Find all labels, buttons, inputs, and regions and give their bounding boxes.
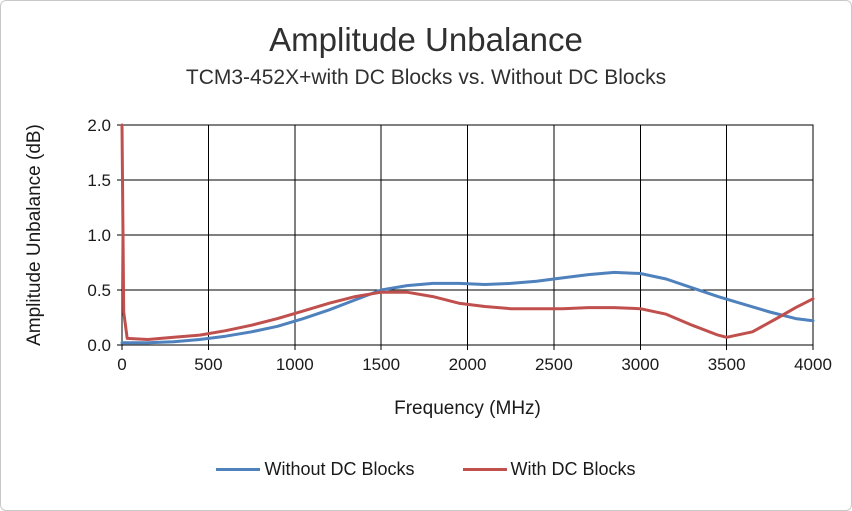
legend-item-without-dc-blocks: Without DC Blocks: [216, 459, 415, 480]
x-tick-label: 3500: [708, 355, 746, 374]
x-tick-label: 500: [194, 355, 222, 374]
y-tick-label: 1.5: [87, 171, 111, 190]
legend-item-with-dc-blocks: With DC Blocks: [462, 459, 636, 480]
y-tick-label: 0.5: [87, 281, 111, 300]
legend-line-red-icon: [462, 468, 507, 471]
x-tick-label: 0: [117, 355, 126, 374]
chart-subtitle: TCM3-452X+with DC Blocks vs. Without DC …: [185, 66, 667, 89]
x-tick-label: 1000: [276, 355, 314, 374]
x-tick-label: 2000: [449, 355, 487, 374]
y-tick-label: 1.0: [87, 226, 111, 245]
legend-line-blue-icon: [216, 468, 261, 471]
series-line-with-dc-blocks: [120, 123, 815, 341]
legend-label-with-dc-blocks: With DC Blocks: [510, 459, 636, 479]
x-tick-label: 3000: [621, 355, 659, 374]
x-tick-label: 2500: [535, 355, 573, 374]
legend: Without DC Blocks With DC Blocks: [1, 459, 851, 480]
y-tick-label: 2.0: [87, 116, 111, 135]
x-tick-label: 1500: [362, 355, 400, 374]
x-axis-title: Frequency (MHz): [394, 398, 541, 419]
y-tick-label: 0.0: [87, 336, 111, 355]
series-line-without-dc-blocks: [120, 270, 815, 345]
legend-label-without-dc-blocks: Without DC Blocks: [264, 459, 415, 479]
x-tick-label: 4000: [794, 355, 832, 374]
chart-title: Amplitude Unbalance: [269, 21, 583, 58]
